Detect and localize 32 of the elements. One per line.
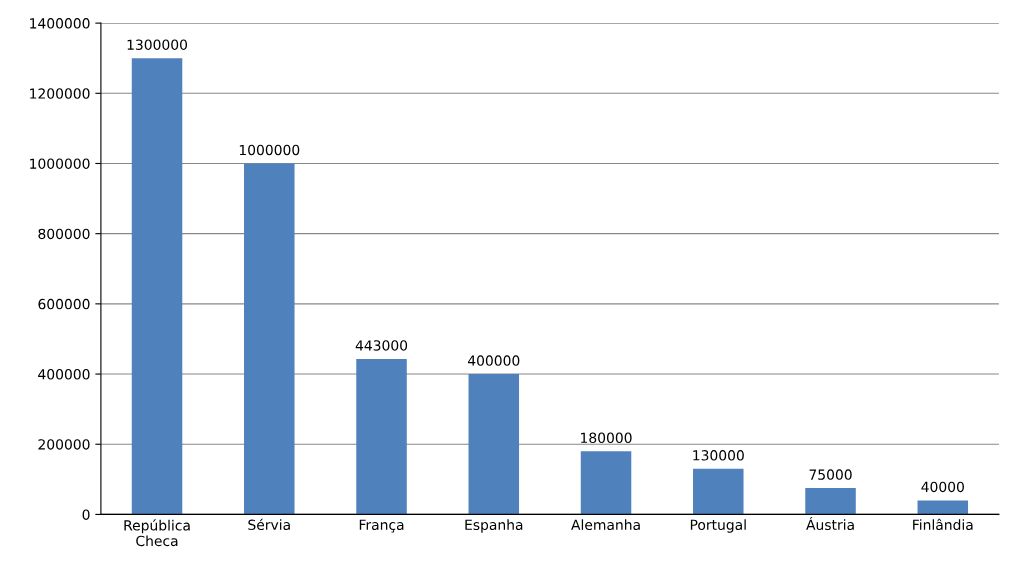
bar (244, 163, 295, 515)
y-tick-label: 1400000 (30, 18, 90, 29)
bar (468, 374, 520, 515)
x-tick-label: Espanha (465, 519, 523, 533)
y-tick-label: 1200000 (30, 88, 90, 99)
x-tick-label: Alemanha (571, 519, 640, 531)
y-tick-label: 0 (82, 509, 90, 520)
y-tick-label: 200000 (38, 439, 90, 450)
x-tick-label: França (359, 519, 404, 533)
bar (580, 451, 632, 515)
bar (917, 500, 969, 515)
bar (356, 358, 407, 515)
bar (131, 58, 183, 515)
data-label: 443000 (355, 340, 408, 351)
bar (693, 468, 744, 515)
x-tick-label: Sérvia (248, 518, 290, 531)
bar (805, 488, 856, 515)
x-tick-label: Portugal (690, 519, 746, 533)
x-tick-label: República Checa (124, 519, 190, 547)
x-tick-label: Finlândia (913, 518, 973, 531)
data-label: 400000 (467, 355, 520, 366)
data-label: 1300000 (127, 39, 188, 50)
y-tick-label: 600000 (38, 298, 90, 310)
data-label: 130000 (693, 450, 744, 461)
x-tick-label: Áustria (806, 516, 854, 531)
data-label: 40000 (921, 481, 964, 493)
y-tick-label: 800000 (38, 228, 90, 240)
data-label: 180000 (581, 432, 632, 444)
y-tick-label: 400000 (38, 369, 90, 380)
y-tick-label: 1000000 (30, 158, 90, 169)
data-label: 75000 (809, 469, 852, 480)
data-label: 1000000 (239, 144, 300, 156)
